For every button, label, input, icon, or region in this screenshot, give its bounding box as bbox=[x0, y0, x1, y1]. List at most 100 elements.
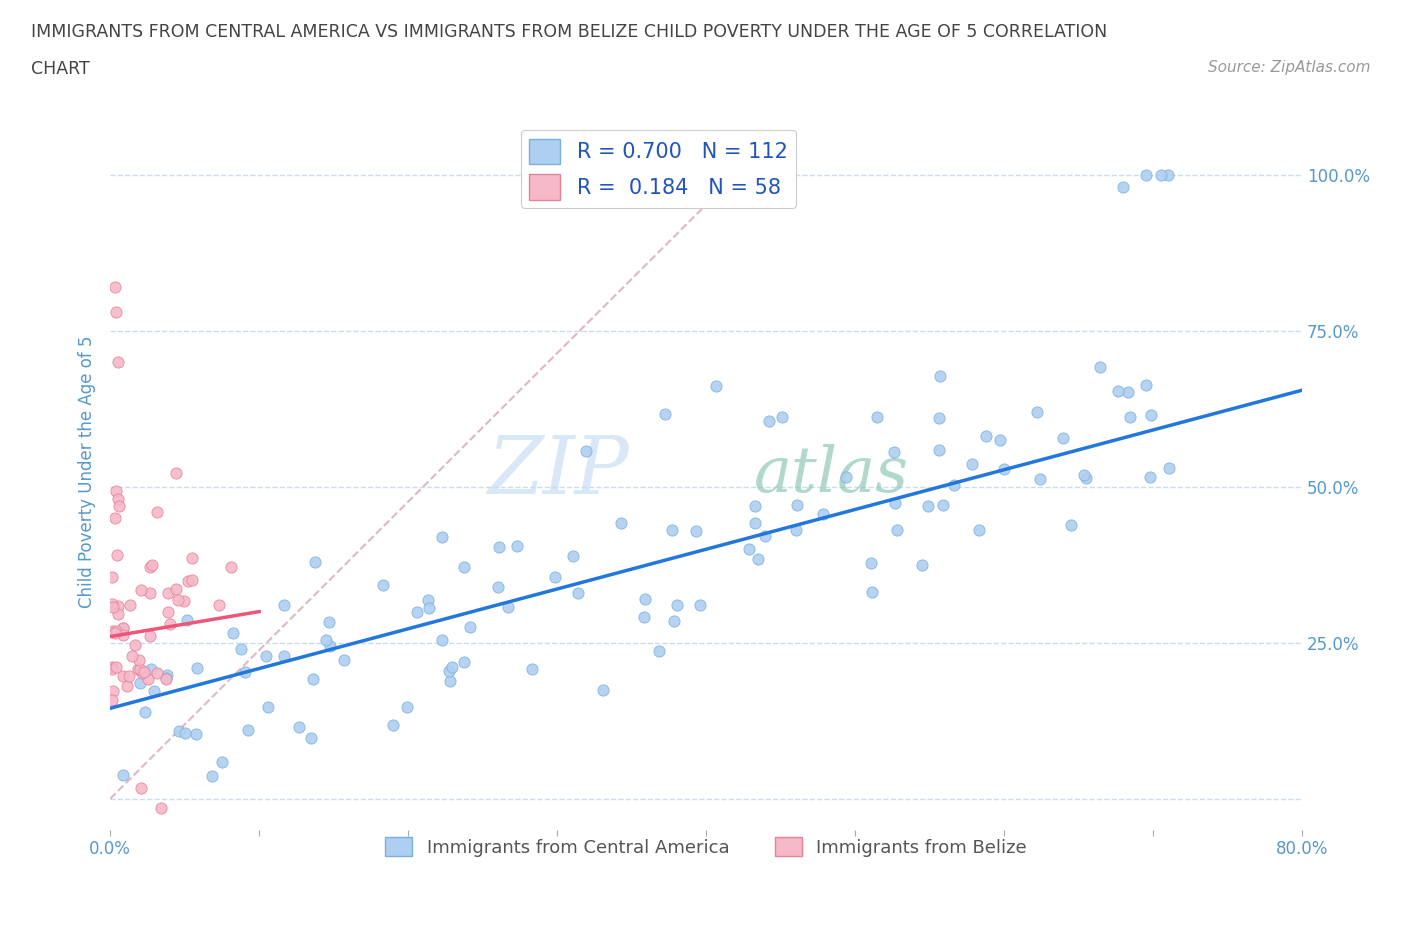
Point bbox=[121, 648, 143, 663]
Point bbox=[115, 679, 138, 694]
Point bbox=[960, 457, 983, 472]
Point bbox=[165, 466, 187, 481]
Point bbox=[112, 669, 135, 684]
Point bbox=[488, 540, 510, 555]
Point bbox=[1149, 167, 1171, 182]
Point bbox=[505, 538, 527, 553]
Point bbox=[418, 601, 440, 616]
Point bbox=[299, 731, 322, 746]
Point bbox=[883, 445, 905, 459]
Point bbox=[592, 683, 614, 698]
Point bbox=[704, 379, 727, 393]
Point bbox=[315, 632, 337, 647]
Point bbox=[1135, 167, 1157, 182]
Point bbox=[993, 462, 1015, 477]
Point bbox=[136, 671, 159, 686]
Point bbox=[105, 484, 128, 498]
Point bbox=[101, 684, 124, 698]
Point bbox=[104, 624, 127, 639]
Point bbox=[319, 639, 342, 654]
Point bbox=[174, 725, 197, 740]
Point bbox=[107, 598, 129, 613]
Point bbox=[139, 585, 162, 600]
Point bbox=[441, 659, 464, 674]
Point bbox=[382, 717, 405, 732]
Point bbox=[173, 594, 195, 609]
Point bbox=[129, 781, 152, 796]
Point bbox=[139, 629, 162, 644]
Point bbox=[101, 659, 124, 674]
Point bbox=[127, 661, 149, 676]
Point bbox=[254, 649, 277, 664]
Point bbox=[486, 579, 509, 594]
Point bbox=[104, 511, 127, 525]
Point bbox=[634, 591, 657, 606]
Text: Source: ZipAtlas.com: Source: ZipAtlas.com bbox=[1208, 60, 1371, 75]
Point bbox=[180, 573, 202, 588]
Point bbox=[430, 529, 453, 544]
Point bbox=[105, 305, 128, 320]
Point bbox=[124, 637, 146, 652]
Point bbox=[288, 720, 311, 735]
Point bbox=[395, 700, 418, 715]
Point bbox=[118, 668, 141, 683]
Point bbox=[835, 470, 858, 485]
Point bbox=[689, 598, 711, 613]
Point bbox=[108, 498, 131, 513]
Point bbox=[112, 620, 135, 635]
Point bbox=[143, 684, 166, 698]
Point bbox=[967, 523, 990, 538]
Point bbox=[917, 498, 939, 513]
Point bbox=[156, 586, 179, 601]
Point bbox=[439, 673, 461, 688]
Point bbox=[128, 653, 150, 668]
Point bbox=[883, 496, 905, 511]
Point bbox=[149, 801, 172, 816]
Point bbox=[120, 598, 142, 613]
Point bbox=[167, 593, 190, 608]
Point bbox=[186, 660, 208, 675]
Point bbox=[1107, 383, 1129, 398]
Point bbox=[131, 583, 153, 598]
Text: ZIP: ZIP bbox=[486, 432, 628, 510]
Point bbox=[943, 477, 966, 492]
Point bbox=[155, 671, 177, 685]
Point bbox=[208, 598, 231, 613]
Point bbox=[785, 523, 807, 538]
Point bbox=[1073, 467, 1095, 482]
Point bbox=[134, 705, 156, 720]
Point bbox=[155, 671, 177, 686]
Point bbox=[544, 569, 567, 584]
Point bbox=[437, 663, 460, 678]
Point bbox=[932, 498, 955, 512]
Point bbox=[575, 444, 598, 458]
Point bbox=[373, 578, 395, 592]
Point bbox=[256, 699, 278, 714]
Point bbox=[132, 665, 155, 680]
Point bbox=[744, 515, 766, 530]
Point bbox=[105, 547, 128, 562]
Y-axis label: Child Poverty Under the Age of 5: Child Poverty Under the Age of 5 bbox=[79, 335, 96, 607]
Point bbox=[405, 604, 427, 619]
Point bbox=[111, 620, 134, 635]
Point bbox=[990, 432, 1012, 447]
Point bbox=[233, 664, 256, 679]
Point bbox=[1119, 409, 1142, 424]
Point bbox=[453, 655, 475, 670]
Point bbox=[648, 644, 671, 659]
Point bbox=[1118, 384, 1140, 399]
Point bbox=[104, 280, 127, 295]
Point bbox=[101, 661, 124, 676]
Point bbox=[1052, 431, 1074, 445]
Point bbox=[928, 443, 950, 458]
Point bbox=[177, 574, 200, 589]
Point bbox=[236, 723, 259, 737]
Point bbox=[1088, 359, 1111, 374]
Point bbox=[156, 668, 179, 683]
Point bbox=[100, 569, 122, 584]
Point bbox=[273, 649, 295, 664]
Point bbox=[131, 666, 153, 681]
Point bbox=[661, 523, 683, 538]
Point bbox=[100, 693, 122, 708]
Point bbox=[273, 597, 295, 612]
